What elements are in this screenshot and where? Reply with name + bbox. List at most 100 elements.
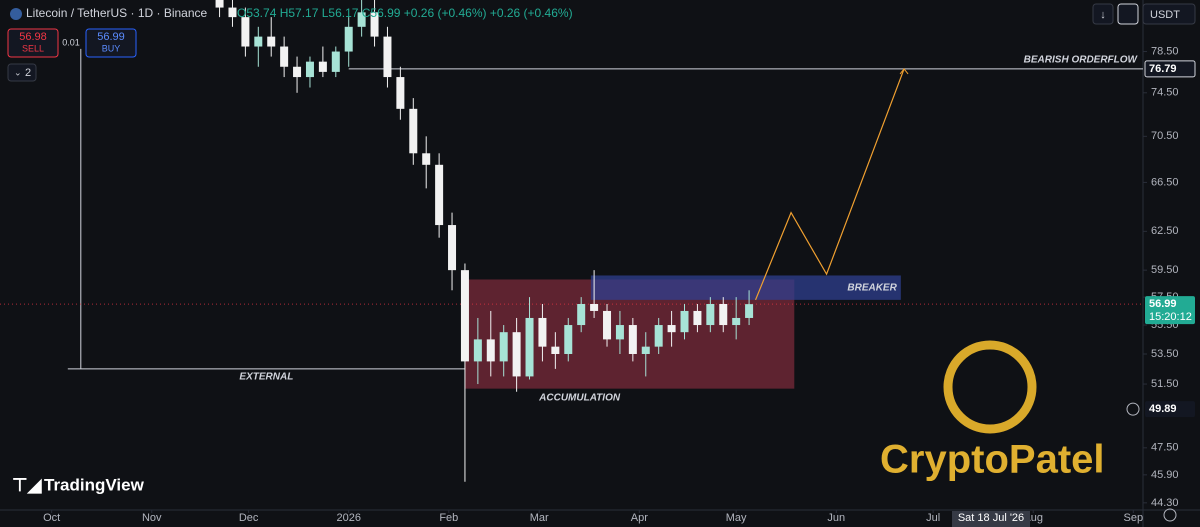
indicator-toggle[interactable] <box>7 63 37 82</box>
candle-body <box>267 36 276 47</box>
x-tick-label: Oct <box>43 512 60 524</box>
tv-logo-mark: ⊤◢ <box>12 475 43 495</box>
zone-label: BREAKER <box>847 282 897 293</box>
x-tick-label: Feb <box>439 512 458 524</box>
candle-body <box>667 325 676 333</box>
settings-icon[interactable] <box>1163 508 1177 522</box>
y-tick-label: 45.90 <box>1151 469 1179 481</box>
candle-body <box>409 108 418 154</box>
currency-button[interactable] <box>1142 3 1196 25</box>
candle-body <box>215 0 224 8</box>
buy-label: BUY <box>102 43 121 53</box>
candle-body <box>383 36 392 78</box>
download-icon: ↓ <box>1100 9 1106 21</box>
crosshair-price-box <box>1145 401 1195 418</box>
download-button[interactable] <box>1092 3 1114 25</box>
x-tick-label: 2026 <box>336 512 360 524</box>
projection-path <box>754 68 905 301</box>
candle-body <box>422 153 431 165</box>
projection-arrow <box>899 68 909 75</box>
y-tick-label: 47.50 <box>1151 442 1179 454</box>
crosshair-date-box <box>952 511 1030 527</box>
candle-body <box>603 310 612 340</box>
ohlc: O53.74 H57.17 L56.17 C56.99 +0.26 (+0.46… <box>237 6 573 20</box>
coin-icon <box>10 8 22 20</box>
candle-body <box>331 51 340 72</box>
external-label: EXTERNAL <box>239 372 293 383</box>
chevron: ⌄ <box>14 67 22 77</box>
currency: USDT <box>1150 9 1180 21</box>
candle-body <box>344 26 353 52</box>
refresh-button[interactable] <box>1117 3 1139 25</box>
y-tick-label: 78.50 <box>1151 45 1179 57</box>
zone <box>590 275 901 300</box>
candle-body <box>318 61 327 72</box>
sell-label: SELL <box>22 43 44 53</box>
x-tick-label: Dec <box>239 512 259 524</box>
candle-body <box>486 339 495 362</box>
header: Litecoin / TetherUS · 1D · Binance O53.7… <box>7 3 1196 82</box>
candle-body <box>525 317 534 377</box>
crosshair-date: Sat 18 Jul '26 <box>958 512 1024 524</box>
x-tick-label: Apr <box>631 512 648 524</box>
x-tick-label: May <box>726 512 747 524</box>
current-price: 56.99 <box>1149 298 1177 310</box>
countdown: 15:20:12 <box>1149 311 1192 323</box>
watermark-logo <box>943 340 1037 434</box>
candle-body <box>551 346 560 354</box>
add-alert[interactable] <box>1126 402 1140 416</box>
buy-button[interactable] <box>85 28 137 58</box>
plot: ACCUMULATION BREAKER EXTERNAL BEARISH ORDER… <box>0 0 1143 482</box>
candle-body <box>357 12 366 27</box>
candle-body <box>654 325 663 347</box>
candle-body <box>693 310 702 326</box>
crosshair-price: 49.89 <box>1149 403 1177 415</box>
candle-body <box>435 164 444 226</box>
y-tick-label: 59.50 <box>1151 264 1179 276</box>
y-tick-label: 53.50 <box>1151 348 1179 360</box>
y-tick-label: 70.50 <box>1151 130 1179 142</box>
candle-body <box>628 325 637 354</box>
bearish-label: BEARISH ORDERFLOW <box>1024 55 1139 66</box>
candle-body <box>460 270 469 362</box>
sell-price: 56.98 <box>19 31 47 43</box>
x-tick-label: Jul <box>926 512 940 524</box>
candle-body <box>745 304 754 318</box>
candle-body <box>564 325 573 354</box>
candle-body <box>680 310 689 333</box>
candle-body <box>241 17 250 47</box>
candle-body <box>499 332 508 362</box>
candle-body <box>538 317 547 347</box>
candle-body <box>305 61 314 78</box>
candle-body <box>732 317 741 326</box>
y-tick-label: 74.50 <box>1151 87 1179 99</box>
x-tick-label: Nov <box>142 512 162 524</box>
x-tick-label: Mar <box>530 512 549 524</box>
candle-body <box>706 304 715 326</box>
symbol-title: Litecoin / TetherUS · 1D · Binance <box>26 6 208 20</box>
y-tick-label: 44.30 <box>1151 497 1179 509</box>
brand: ⊤◢ TradingView CryptoPatel <box>12 340 1105 495</box>
candle-body <box>590 304 599 311</box>
y-tick-label: 51.50 <box>1151 378 1179 390</box>
current-price-box <box>1145 296 1195 325</box>
candle-body <box>370 12 379 37</box>
bearish-price-box <box>1144 60 1196 78</box>
candle-body <box>254 36 263 47</box>
candle-body <box>396 77 405 109</box>
y-tick-label: 62.50 <box>1151 225 1179 237</box>
sell-button[interactable] <box>7 28 59 58</box>
spread: 0.01 <box>62 37 80 47</box>
y-tick-label: 66.50 <box>1151 176 1179 188</box>
candle-body <box>473 339 482 362</box>
candle-body <box>615 325 624 340</box>
x-tick-label: Sep <box>1124 512 1144 524</box>
candle-body <box>448 225 457 271</box>
candle-body <box>577 304 586 326</box>
tv-brand: TradingView <box>44 475 145 494</box>
candle-body <box>719 304 728 326</box>
zone-label: ACCUMULATION <box>538 392 621 403</box>
